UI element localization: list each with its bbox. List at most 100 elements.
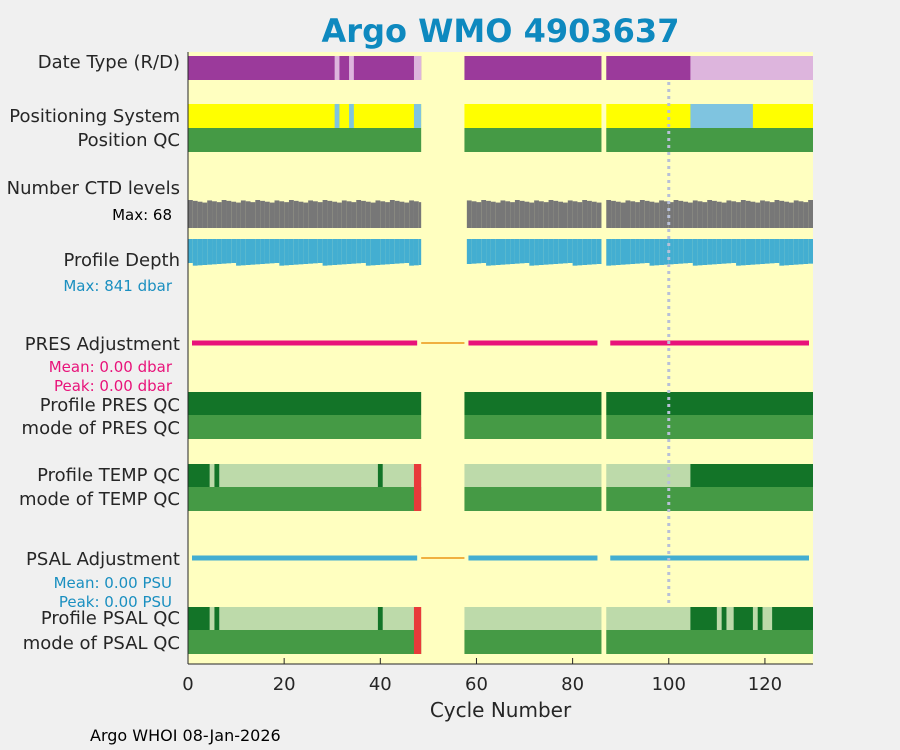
row-label-mode-temp-qc: mode of TEMP QC [18,489,180,510]
profile-psal-qc-dark-bar [188,607,210,630]
ctd-levels-bar [341,200,347,228]
ctd-levels-bar [216,202,222,228]
ctd-levels-bar [553,200,559,228]
ctd-levels-bar [639,200,645,228]
row-label-mode-pres-qc: mode of PRES QC [21,418,180,439]
profile-depth-bar [635,239,640,264]
mode-temp-qc-bar [606,487,813,511]
profile-depth-bar [582,239,588,265]
profile-depth-bar [740,239,746,266]
ctd-levels-bar [784,201,789,228]
profile-depth-bar [245,239,251,265]
ctd-levels-bar [798,201,804,228]
positioning-gps-bar [188,104,422,128]
ctd-levels-bar [692,200,698,228]
ctd-levels-bar [774,200,780,228]
ctd-levels-bar [716,201,722,228]
ctd-levels-bar [346,201,352,228]
profile-depth-bar [264,239,270,264]
profile-depth-bar [341,239,347,265]
ctd-levels-bar [226,200,232,228]
profile-depth-bar [668,239,674,265]
ctd-levels-bar [332,201,338,228]
ctd-levels-bar [365,201,371,228]
ctd-levels-bar [370,202,376,228]
mode-psal-qc-bad-bar [413,630,422,654]
ctd-levels-bar [731,201,737,228]
profile-depth-bar [630,239,636,264]
profile-psal-qc-bar [464,607,602,630]
profile-depth-bar [606,239,612,266]
row-label-profile-pres-qc: Profile PRES QC [39,395,180,416]
profile-depth-bar [774,239,780,263]
profile-depth-bar [332,239,338,265]
profile-pres-qc-bar [464,392,602,415]
profile-depth-bar [784,239,789,266]
ctd-levels-bar [740,200,746,228]
profile-depth-bar [236,239,241,266]
profile-depth-bar [543,239,549,265]
profile-depth-bar [269,239,275,264]
profile-depth-bar [226,239,232,264]
date-type-realtime-bar [188,56,422,80]
ctd-levels-bar [413,201,419,228]
ctd-levels-bar [582,200,588,228]
row-label-date-type: Date Type (R/D) [37,52,180,73]
mode-temp-qc-bad-bar [413,487,422,511]
profile-depth-bar [486,239,491,266]
profile-depth-bar [779,239,785,266]
ctd-levels-bar [188,200,193,228]
ctd-levels-bar [745,200,751,228]
ctd-levels-bar [385,202,390,228]
profile-depth-bar [274,239,280,263]
profile-depth-bar [409,239,414,266]
ctd-levels-bar [495,202,501,228]
profile-depth-bar [712,239,717,265]
profile-depth-bar [519,239,525,264]
ctd-levels-bar [534,200,539,228]
profile-depth-bar [279,239,285,266]
profile-depth-bar [745,239,751,265]
ctd-levels-bar [548,200,554,228]
ctd-levels-bar [466,200,472,228]
ctd-levels-bar [577,202,583,228]
ctd-levels-bar [663,201,669,228]
profile-depth-bar [500,239,506,265]
x-axis-label: Cycle Number [429,698,572,722]
profile-depth-bar [308,239,313,264]
ctd-levels-bar [620,202,626,228]
ctd-levels-bar [764,201,770,228]
profile-temp-qc-dark-bar [690,464,813,487]
ctd-levels-bar [293,200,299,228]
ctd-levels-bar [779,200,785,228]
ctd-levels-bar [644,200,650,228]
profile-depth-bar [346,239,352,264]
plot-background [188,52,813,664]
profile-depth-bar [317,239,323,263]
profile-depth-bar [639,239,645,264]
profile-depth-bar [755,239,761,265]
positioning-iridium-bar [334,104,340,128]
profile-pres-qc-bar [606,392,813,415]
date-type-delayed-bar [690,56,813,80]
profile-depth-bar [298,239,304,265]
ctd-levels-bar [240,200,246,228]
profile-depth-bar [385,239,390,265]
ctd-levels-bar [476,202,482,228]
profile-depth-bar [769,239,775,264]
ctd-levels-bar [327,200,333,228]
ctd-levels-bar [389,200,395,228]
profile-temp-qc-dark-bar [188,464,210,487]
profile-depth-bar [663,239,669,265]
profile-depth-bar [798,239,804,265]
profile-depth-bar [293,239,299,265]
profile-depth-bar [505,239,511,265]
psal-peak-text: Peak: 0.00 PSU [58,593,172,611]
ctd-levels-bar [308,200,313,228]
profile-psal-qc-dark-bar [772,607,813,630]
profile-depth-bar [654,239,660,266]
ctd-levels-bar [606,200,612,228]
ctd-levels-bar [721,202,727,228]
profile-psal-qc-dark-bar [757,607,763,630]
ctd-levels-bar [625,200,631,228]
